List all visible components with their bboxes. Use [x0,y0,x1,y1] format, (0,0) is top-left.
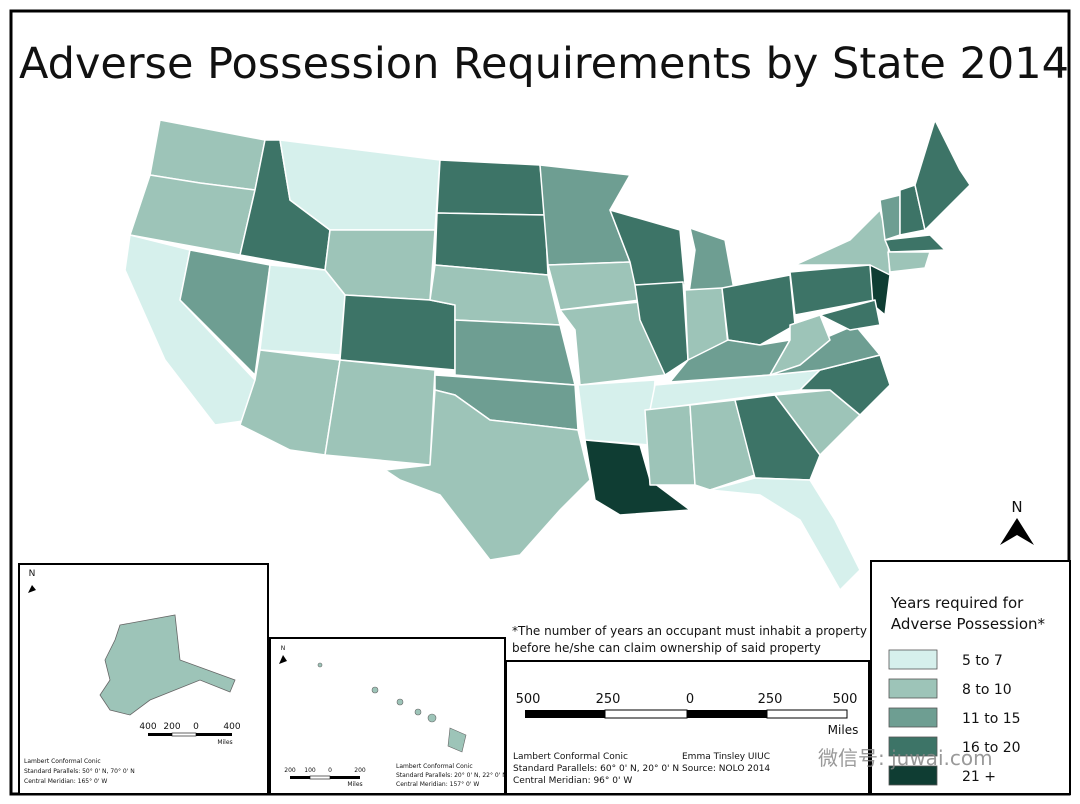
state [819,299,881,331]
island [414,708,422,716]
legend-label: 8 to 10 [962,682,1012,698]
credit-text: Source: NOLO 2014 [682,764,770,774]
footnote: *The number of years an occupant must in… [512,624,867,638]
state [324,359,436,466]
projection-text: Standard Parallels: 60° 0' N, 20° 0' N [513,764,679,774]
scale-segment [290,776,310,779]
scale-label: 500 [516,692,541,707]
projection-text: Standard Parallels: 50° 0' N, 70° 0' N [24,768,135,775]
state [384,389,591,561]
scale-label: 500 [833,692,858,707]
state [644,404,696,486]
legend-label: 16 to 20 [962,740,1021,756]
north-arrow [279,655,287,664]
legend-label: 11 to 15 [962,711,1021,727]
island [317,662,323,668]
state [734,394,821,481]
scale-label: 200 [163,722,180,732]
alaska [99,614,236,716]
scale-unit: Miles [217,739,232,746]
legend-swatch [888,736,938,757]
scale-label: 200 [354,767,366,774]
state [259,264,346,356]
projection-text: Central Meridian: 157° 0' W [396,781,479,788]
state [887,251,931,273]
islands [317,662,467,753]
state [436,159,546,216]
scale-segment [330,776,360,779]
scale-segment [171,732,197,737]
map-title: Adverse Possession Requirements by State… [19,39,1069,89]
scale-segment [148,733,172,736]
scale-label: 0 [686,692,694,707]
state [709,477,861,591]
legend-title: Years required for [890,594,1024,612]
projection-text: Central Meridian: 96° 0' W [513,776,632,786]
scale-segment [196,733,232,736]
scale-segment [309,775,331,780]
scale-segment [766,709,848,719]
compass-label: N [281,645,286,652]
scale-segment [687,710,767,718]
state [634,281,689,376]
legend-label: 5 to 7 [962,653,1003,669]
credit-text: Emma Tinsley UIUC [682,752,770,762]
state [721,274,796,346]
states [124,119,971,591]
island [371,686,379,694]
state [689,399,756,491]
legend-swatch [888,649,938,670]
projection-text: Lambert Conformal Conic [513,752,628,762]
state [577,379,656,446]
island [447,727,467,753]
scale-label: 0 [193,722,199,732]
scale-unit: Miles [828,723,859,737]
footnote: before he/she can claim ownership of sai… [512,641,821,655]
state [434,212,549,276]
state [179,249,271,376]
legend-title: Adverse Possession* [891,615,1046,633]
state [884,234,946,253]
island [427,713,437,723]
compass: N [1000,498,1034,545]
scale-label: 200 [284,767,296,774]
projection-text: Standard Parallels: 20° 0' N, 22° 0' N [396,772,507,779]
projection-text: Lambert Conformal Conic [24,758,101,765]
hawaii-inset: N 200 100 0 200 Miles Lambert Conformal … [269,637,507,795]
north-arrow [1000,518,1034,545]
state [559,301,666,386]
state [584,439,691,516]
compass-label: N [29,569,36,579]
scale-segment [525,710,605,718]
state [339,294,456,371]
scale-box: 500 250 0 250 500 Miles Lambert Conforma… [505,660,870,795]
scale-segment [604,709,688,719]
island [396,698,404,706]
legend-swatch [888,765,938,786]
state [454,319,576,386]
scale-label: 400 [223,722,240,732]
watermark: 微信号: juwai.com [818,746,993,770]
scale-label: 400 [139,722,156,732]
legend-swatch [888,678,938,699]
compass-label: N [1011,498,1022,516]
scale-label: 0 [328,767,332,774]
north-arrow [28,585,36,593]
state [914,119,971,231]
projection-text: Lambert Conformal Conic [396,763,473,770]
alaska-inset: N 400 200 0 400 Miles Lambert Conformal … [18,563,269,795]
scale-label: 250 [758,692,783,707]
box-frame [505,660,870,795]
scale-unit: Miles [347,781,362,788]
legend: Years required for Adverse Possession* 5… [870,560,1071,795]
scale-label: 100 [304,767,316,774]
scale-label: 250 [596,692,621,707]
legend-swatch [888,707,938,728]
legend-label: 21 + [962,769,996,785]
projection-text: Central Meridian: 165° 0' W [24,778,107,785]
